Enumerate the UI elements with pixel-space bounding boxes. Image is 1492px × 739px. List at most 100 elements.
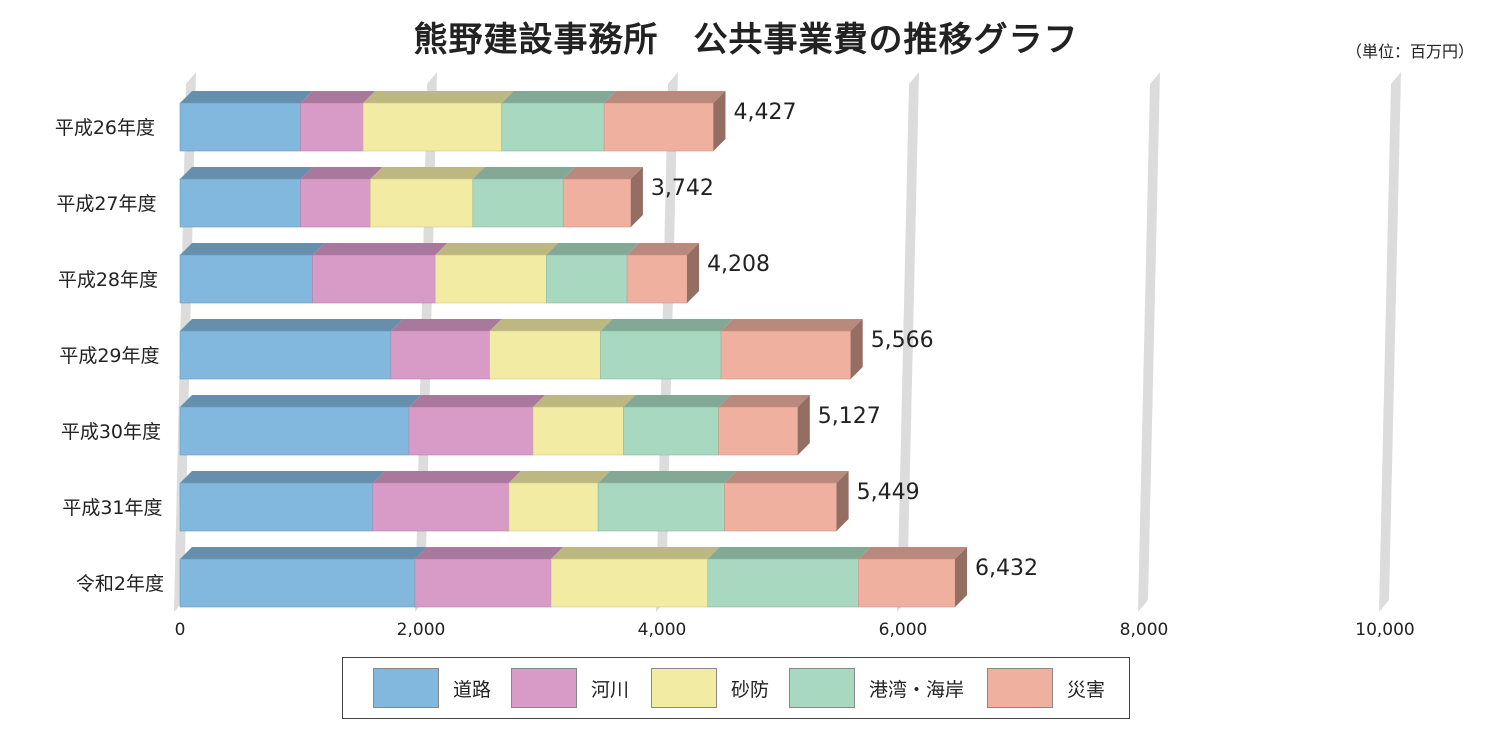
chart-title: 熊野建設事務所 公共事業費の推移グラフ (413, 20, 1079, 60)
bar-segment-top (300, 167, 383, 179)
legend: 道路 河川 砂防 港湾・海岸 災害 (342, 657, 1130, 719)
bar-row: 平成29年度 5,566 (59, 319, 934, 380)
bar-segment-top (718, 395, 810, 407)
bar-side (850, 319, 863, 379)
bar-segment-top (363, 91, 514, 103)
total-label: 4,427 (733, 100, 796, 125)
bar-segment (370, 178, 474, 228)
bar-segment-top (180, 167, 313, 179)
bar-segment (718, 406, 799, 456)
bar-segment (600, 330, 722, 380)
total-label: 4,208 (707, 252, 770, 277)
bar-segment (707, 558, 859, 608)
legend-item: 港湾・海岸 (789, 668, 964, 708)
x-tick-label: 4,000 (638, 620, 687, 640)
legend-item: 道路 (373, 668, 491, 708)
total-label: 5,566 (871, 328, 934, 353)
category-label: 平成31年度 (62, 497, 162, 519)
bar-segment (408, 406, 534, 456)
bar-segment-top (600, 319, 734, 331)
bar-segment (858, 558, 956, 608)
bar-segment (626, 254, 688, 304)
category-label: 平成30年度 (61, 421, 161, 443)
bar-segment (550, 558, 709, 608)
bar-segment-top (180, 395, 421, 407)
bar-segment-top (180, 243, 325, 255)
bar-segment (179, 102, 301, 152)
bar-segment (390, 330, 490, 380)
legend-swatch (987, 668, 1053, 708)
bar-segment (312, 254, 436, 304)
bar-segment (597, 482, 725, 532)
bar-segment (179, 330, 392, 380)
bar-segment (300, 178, 371, 228)
bar-segment (603, 102, 714, 152)
bar-segment (300, 102, 364, 152)
bar-segment (724, 482, 837, 532)
bar-segment (623, 406, 719, 456)
unit-label: （単位：百万円） (1345, 42, 1474, 61)
legend-swatch (789, 668, 855, 708)
bar-segment-top (623, 395, 731, 407)
bar-segment (562, 178, 632, 228)
bar-segment-top (546, 243, 640, 255)
bar-segment (472, 178, 564, 228)
bar-segment-top (501, 91, 617, 103)
bar-segment-top (508, 471, 611, 483)
bar-segment-top (858, 547, 968, 559)
bar-segment (501, 102, 605, 152)
category-label: 平成27年度 (56, 193, 156, 215)
bar-side (687, 243, 700, 303)
total-label: 5,127 (818, 404, 881, 429)
bar-row: 令和2年度 6,432 (76, 547, 1038, 608)
category-label: 平成28年度 (58, 269, 158, 291)
bar-segment (179, 406, 410, 456)
bar-segment-top (180, 319, 403, 331)
bar-row: 平成27年度 3,742 (56, 167, 714, 228)
bar-segment-top (489, 319, 613, 331)
legend-label: 河川 (591, 678, 630, 701)
bar-segment (372, 482, 510, 532)
bar-segment-top (472, 167, 576, 179)
bar-segment (489, 330, 601, 380)
x-tick-label: 8,000 (1120, 620, 1169, 640)
bar-segment (532, 406, 624, 456)
bar-side (836, 471, 849, 531)
legend-swatch (373, 668, 439, 708)
x-tick-label: 10,000 (1355, 620, 1414, 640)
bar-segment-top (300, 91, 376, 103)
bar-segment-top (414, 547, 564, 559)
total-label: 5,449 (857, 480, 920, 505)
bar-row: 平成28年度 4,208 (58, 243, 770, 304)
legend-item: 災害 (987, 668, 1105, 708)
bar-segment-top (180, 471, 385, 483)
bar-segment-top (533, 395, 636, 407)
bar-segment-top (312, 243, 448, 255)
bar-segment-top (604, 91, 726, 103)
bar-segment-top (180, 91, 313, 103)
legend-label: 港湾・海岸 (869, 678, 965, 701)
bar-segment-top (724, 471, 849, 483)
category-label: 令和2年度 (76, 573, 164, 595)
bar-segment-top (390, 319, 502, 331)
bar-segment (179, 254, 313, 304)
legend-label: 災害 (1067, 678, 1106, 701)
legend-item: 河川 (511, 668, 629, 708)
legend-swatch (511, 668, 577, 708)
gridline-wall (897, 72, 919, 612)
bar-side (713, 91, 726, 151)
category-label: 平成26年度 (55, 117, 155, 139)
x-tick-label: 6,000 (879, 620, 928, 640)
total-label: 6,432 (975, 556, 1038, 581)
bar-side (955, 547, 968, 607)
bar-segment (435, 254, 547, 304)
bar-segment (546, 254, 628, 304)
bar-segment (179, 558, 416, 608)
bar-segment-top (435, 243, 559, 255)
bar-segment-top (721, 319, 863, 331)
category-label: 平成29年度 (59, 345, 159, 367)
bar-segment-top (627, 243, 700, 255)
legend-item: 砂防 (651, 668, 769, 708)
x-tick-label: 2,000 (397, 620, 446, 640)
bar-segment-top (598, 471, 737, 483)
